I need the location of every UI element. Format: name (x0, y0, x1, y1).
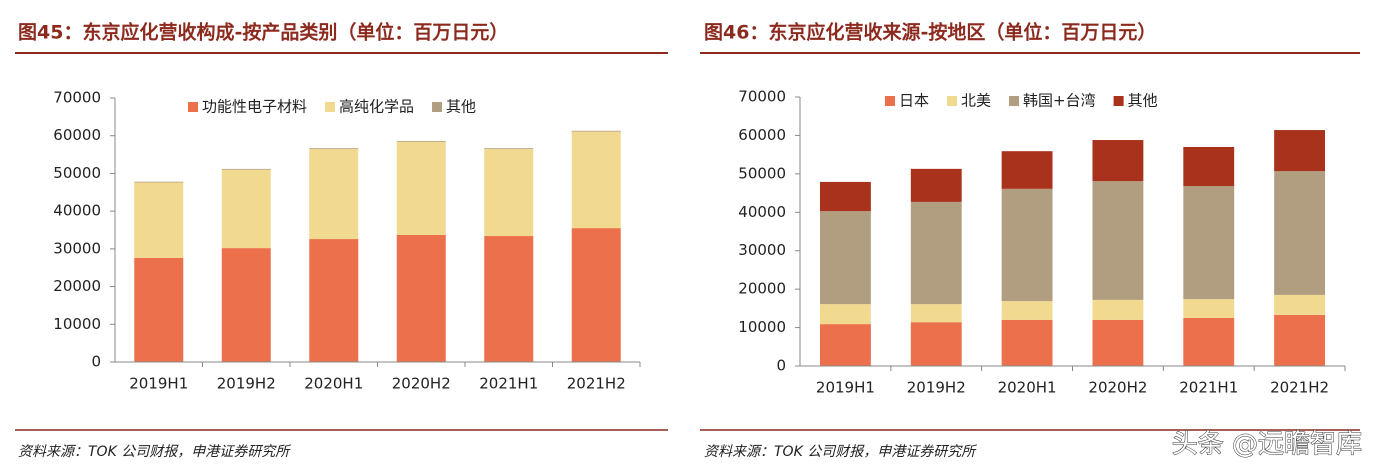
legend-swatch (1113, 96, 1124, 106)
bar-segment (571, 131, 621, 229)
bar-segment (1092, 140, 1144, 182)
legend-label: 日本 (899, 92, 929, 110)
bar-segment (134, 181, 184, 183)
y-tick-label: 60000 (53, 126, 101, 144)
bar-segment (134, 257, 184, 362)
y-tick-label: 0 (91, 353, 101, 371)
chart-title: 图46：东京应化营收来源-按地区（单位：百万日元） (704, 21, 1156, 44)
x-tick-label: 2019H2 (907, 379, 966, 397)
bar-segment (309, 239, 359, 362)
legend-label: 功能性电子材料 (202, 98, 307, 116)
y-tick-label: 10000 (738, 318, 786, 336)
y-tick-label: 30000 (53, 239, 101, 257)
bar-segment (396, 141, 446, 235)
x-tick-label: 2020H1 (304, 375, 363, 393)
y-tick-label: 20000 (738, 280, 786, 298)
source-note: 资料来源：TOK 公司财报，申港证券研究所 (704, 444, 977, 460)
chart-title: 图45：东京应化营收构成-按产品类别（单位：百万日元） (18, 21, 508, 44)
legend-swatch (885, 96, 895, 106)
x-tick-label: 2021H1 (479, 375, 538, 393)
bar-segment (484, 236, 534, 362)
source-note: 资料来源：TOK 公司财报，申港证券研究所 (18, 444, 291, 460)
bar-segment (221, 169, 271, 249)
legend-swatch (432, 102, 443, 112)
bar-segment (1001, 319, 1053, 366)
legend-label: 韩国+台湾 (1023, 92, 1096, 110)
bar-segment (910, 322, 962, 366)
bar-segment (910, 201, 962, 305)
bar-segment (1274, 171, 1326, 295)
bar-segment (1001, 301, 1053, 320)
legend-swatch (1009, 96, 1020, 106)
bar-segment (1183, 186, 1235, 300)
x-tick-label: 2021H2 (1270, 379, 1329, 397)
y-tick-label: 0 (776, 357, 786, 375)
x-tick-label: 2020H1 (998, 379, 1057, 397)
legend-label: 其他 (1128, 92, 1158, 110)
y-tick-label: 40000 (53, 202, 101, 220)
bar-segment (1274, 314, 1326, 366)
bar-segment (1001, 188, 1053, 302)
y-tick-label: 20000 (53, 277, 101, 295)
legend-swatch (947, 96, 958, 106)
bar-segment (1183, 146, 1235, 187)
y-tick-label: 50000 (53, 164, 101, 182)
legend-label: 北美 (961, 92, 991, 110)
watermark: 头条 @远瞻智库 (1172, 430, 1362, 460)
bar-segment (484, 148, 534, 237)
bar-segment (819, 304, 871, 325)
bar-segment (134, 182, 184, 258)
bar-segment (910, 168, 962, 202)
bar-segment (571, 228, 621, 362)
y-tick-label: 10000 (53, 315, 101, 333)
bar-segment (1274, 294, 1326, 315)
bar-segment (484, 148, 534, 149)
bar-segment (1092, 181, 1144, 300)
y-tick-label: 40000 (738, 203, 786, 221)
bar-segment (819, 324, 871, 366)
bar-segment (1183, 299, 1235, 318)
x-tick-label: 2019H1 (129, 375, 188, 393)
bar-segment (1092, 319, 1144, 366)
y-tick-label: 50000 (738, 164, 786, 182)
x-tick-label: 2020H2 (1088, 379, 1147, 397)
y-tick-label: 70000 (53, 89, 101, 107)
bar-segment (221, 248, 271, 362)
bar-segment (1274, 130, 1326, 172)
x-tick-label: 2021H2 (567, 375, 626, 393)
legend-swatch (325, 102, 336, 112)
bar-segment (571, 130, 621, 132)
bar-segment (819, 211, 871, 305)
bar-segment (309, 148, 359, 240)
bar-segment (819, 181, 871, 212)
bar-segment (1183, 317, 1235, 366)
y-tick-label: 30000 (738, 241, 786, 259)
bar-segment (396, 140, 446, 142)
y-tick-label: 70000 (738, 88, 786, 106)
bar-segment (221, 168, 271, 170)
x-tick-label: 2021H1 (1179, 379, 1238, 397)
y-tick-label: 60000 (738, 126, 786, 144)
bar-segment (910, 304, 962, 323)
bar-segment (396, 234, 446, 362)
bar-segment (1092, 299, 1144, 320)
x-tick-label: 2019H1 (816, 379, 875, 397)
x-tick-label: 2020H2 (392, 375, 451, 393)
x-tick-label: 2019H2 (217, 375, 276, 393)
bar-segment (1001, 151, 1053, 189)
legend-label: 其他 (446, 98, 476, 116)
legend-label: 高纯化学品 (339, 98, 414, 116)
bar-segment (309, 148, 359, 149)
legend-swatch (188, 102, 198, 112)
